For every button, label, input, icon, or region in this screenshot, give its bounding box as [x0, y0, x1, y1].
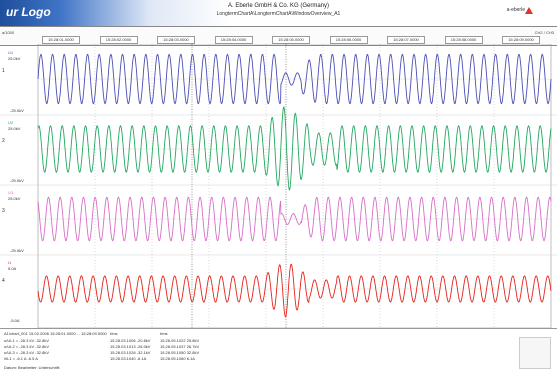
measurement-footer: A1/chart_001 15.02.2006 15:28:01.0000 ..… [0, 328, 557, 377]
channel-scale-bottom: -25.0kV [10, 178, 24, 183]
channel-scale-top: 25.0kV [8, 196, 21, 201]
footer-value-4: i/IL1 = -6.1 A -6.5 A [4, 356, 38, 361]
channel-scale-top: 5.0A [8, 266, 17, 271]
channel-label[interactable]: I1 [8, 260, 12, 265]
time-mark: 15:28:06.0000 [329, 36, 368, 44]
channel-label[interactable]: U3 [8, 190, 14, 195]
time-mark: 15:28:01.0000 [42, 36, 80, 44]
cursor2-value: 15.28.05.1037 26.7kV [160, 344, 200, 349]
waveform-plot[interactable] [0, 44, 557, 328]
channel-number: 3 [2, 208, 5, 214]
channel-number: 1 [2, 68, 5, 74]
cursor1-value: 15.28.03.1006 -20.8kV [110, 338, 151, 343]
time-mark: 15:28:04.0000 [214, 36, 253, 44]
time-mark: 15:28:03.0000 [157, 36, 195, 44]
plot-frame [37, 44, 552, 328]
waveform-u2 [37, 106, 552, 191]
time-mark: 15:28:02.0000 [99, 36, 138, 44]
file-path: LongtermChartA\LongtermChartA\WindowOver… [216, 11, 341, 17]
footer-value-2: u/UL2 = -28.3 kV -32.8kV [4, 344, 50, 349]
channel-scale-bottom: -5.0A [10, 318, 20, 323]
ruler-right-label: CH2 / CH3 [534, 30, 554, 35]
title-bar: ur Logo A. Eberle GmbH & Co. KG (Germany… [0, 0, 557, 26]
cursor2-head: t/ms [160, 331, 168, 336]
channel-scale-bottom: -25.0kV [10, 108, 24, 113]
preview-thumbnail[interactable] [519, 337, 551, 369]
time-mark: 15:28:09.0000 [502, 36, 540, 44]
time-mark: 15:28:08.0000 [444, 36, 483, 44]
brand-name: a-eberle [506, 7, 525, 13]
footer-value-3: u/UL3 = -28.3 kV -32.8kV [4, 350, 50, 355]
channel-label[interactable]: U2 [8, 120, 14, 125]
waveform-u1 [37, 53, 552, 105]
cursor2-value: 15.28.05.1050 32.8kV [160, 350, 200, 355]
cursor2-value: 15.28.05.1060 6.1A [160, 356, 195, 361]
cursor1-value: 15.28.03.1013 -26.0kV [110, 344, 151, 349]
company-name: A. Eberle GmbH & Co. KG (Germany) [227, 3, 330, 9]
company-logo: ur Logo [6, 5, 51, 19]
channel-label[interactable]: U1 [8, 50, 14, 55]
cursor1-head: t/ms [110, 331, 118, 336]
channel-scale-bottom: -25.0kV [10, 248, 24, 253]
channel-number: 2 [2, 138, 5, 144]
cursor2-value: 15.28.05.1022 25.8kV [160, 338, 200, 343]
channel-number: 4 [2, 278, 5, 284]
time-ruler[interactable]: a/1000 CH2 / CH3 15:28:01.0000 15:28:02.0… [0, 26, 557, 46]
footer-signature: Datum: Bearbeiter: Unterschrift: [4, 365, 61, 370]
cursor1-value: 15.28.03.1028 -32.1kV [110, 350, 151, 355]
cursor1-value: 15.28.03.1040 -6.1A [110, 356, 147, 361]
time-mark: 15:28:05.0000 [272, 36, 310, 44]
ruler-left-label: a/1000 [2, 30, 15, 35]
brand-triangle-icon [525, 7, 533, 14]
channel-scale-top: 25.0kV [8, 56, 21, 61]
channel-scale-top: 25.0kV [8, 126, 21, 131]
waveform-i1 [37, 263, 552, 318]
waveform-u3 [37, 196, 552, 242]
footer-record: A1/chart_001 15.02.2006 15:28:01.0000 ..… [4, 331, 107, 336]
time-mark: 15:28:07.0000 [387, 36, 425, 44]
footer-value-1: u/UL1 = -28.3 kV -32.8kV [4, 338, 50, 343]
